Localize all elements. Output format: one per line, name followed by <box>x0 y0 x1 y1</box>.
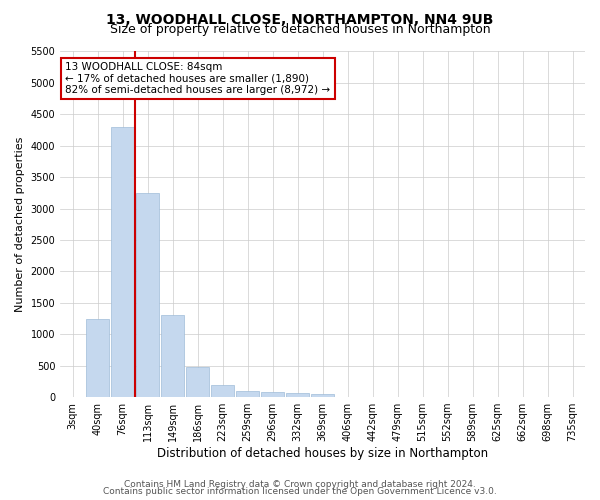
Bar <box>136 193 159 397</box>
Text: Size of property relative to detached houses in Northampton: Size of property relative to detached ho… <box>110 22 490 36</box>
Bar <box>187 367 209 397</box>
Y-axis label: Number of detached properties: Number of detached properties <box>15 136 25 312</box>
Bar <box>112 127 134 397</box>
Bar <box>211 384 234 397</box>
Bar <box>236 391 259 397</box>
Bar <box>161 316 184 397</box>
Bar <box>86 318 109 397</box>
Text: Contains public sector information licensed under the Open Government Licence v3: Contains public sector information licen… <box>103 487 497 496</box>
X-axis label: Distribution of detached houses by size in Northampton: Distribution of detached houses by size … <box>157 447 488 460</box>
Text: 13 WOODHALL CLOSE: 84sqm
← 17% of detached houses are smaller (1,890)
82% of sem: 13 WOODHALL CLOSE: 84sqm ← 17% of detach… <box>65 62 331 95</box>
Text: 13, WOODHALL CLOSE, NORTHAMPTON, NN4 9UB: 13, WOODHALL CLOSE, NORTHAMPTON, NN4 9UB <box>106 12 494 26</box>
Bar <box>286 394 309 397</box>
Text: Contains HM Land Registry data © Crown copyright and database right 2024.: Contains HM Land Registry data © Crown c… <box>124 480 476 489</box>
Bar <box>311 394 334 397</box>
Bar <box>262 392 284 397</box>
